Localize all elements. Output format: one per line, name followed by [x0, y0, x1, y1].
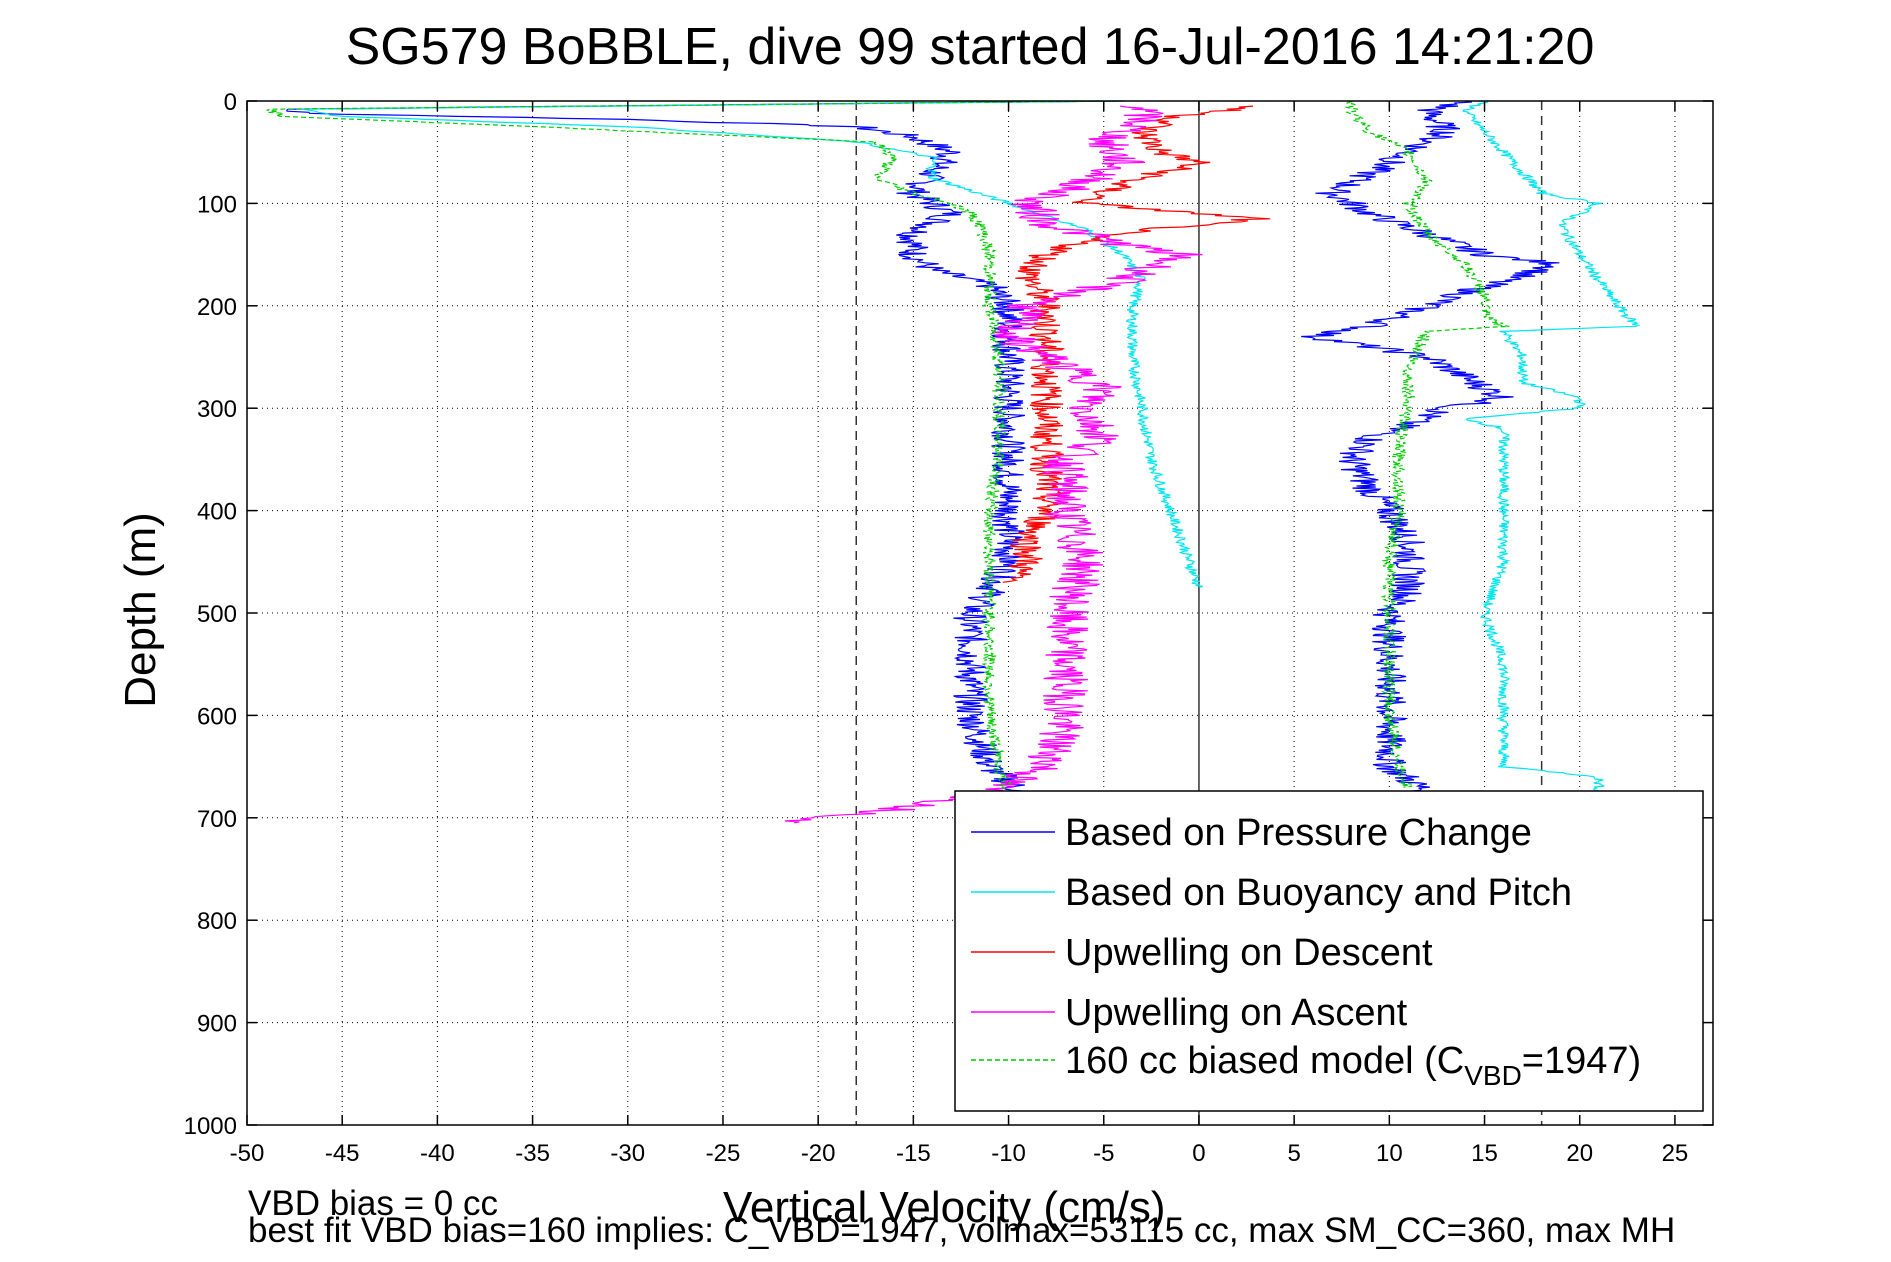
- legend-label: Upwelling on Descent: [1065, 932, 1433, 974]
- axis-xlabel: Vertical Velocity (cm/s): [723, 1183, 1166, 1232]
- x-tick-label: -10: [991, 1140, 1026, 1167]
- footnote-vbd-bias: VBD bias = 0 cc: [248, 1184, 498, 1223]
- series-line-ascent: [1462, 100, 1641, 798]
- y-tick-label: 600: [197, 703, 237, 730]
- series-line-ascent: [784, 105, 1203, 824]
- series-3: [1002, 105, 1271, 583]
- x-tick-label: -45: [325, 1140, 360, 1167]
- x-tick-label: -50: [230, 1140, 265, 1167]
- y-tick-label: 100: [197, 191, 237, 218]
- series-line-ascent: [1301, 100, 1560, 793]
- x-tick-label: -40: [420, 1140, 455, 1167]
- legend-box: [954, 790, 1704, 1112]
- series-line-descent: [266, 100, 1126, 798]
- series-2: [301, 100, 1641, 798]
- chart-title: SG579 BoBBLE, dive 99 started 16-Jul-201…: [346, 18, 1595, 76]
- legend: Based on Pressure Change Based on Buoyanc…: [954, 790, 1704, 1112]
- series-line-ascent: [1344, 100, 1510, 788]
- series-line-descent: [1002, 105, 1271, 583]
- x-tick-label: -15: [896, 1140, 931, 1167]
- axis-ticks: -50 -45 -40 -35 -30 -25 -20 -15 -10 -5 0 5 10 15 20 250…: [184, 89, 1713, 1167]
- series-4: [784, 105, 1203, 824]
- y-axis-label: Depth (m): [116, 512, 165, 708]
- series-group: [266, 100, 1641, 824]
- legend-label: Based on Buoyancy and Pitch: [1065, 872, 1572, 914]
- series-line-descent: [301, 100, 1203, 588]
- y-tick-label: 800: [197, 908, 237, 935]
- x-tick-label: 10: [1376, 1140, 1403, 1167]
- y-tick-label: 200: [197, 294, 237, 321]
- y-tick-label: 700: [197, 806, 237, 833]
- grid: [246, 100, 1713, 1126]
- y-tick-label: 900: [197, 1011, 237, 1038]
- legend-label: 160 cc biased model (CVBD=1947): [1065, 1040, 1641, 1091]
- y-tick-label: 0: [224, 89, 237, 116]
- legend-label: Upwelling on Ascent: [1065, 992, 1408, 1034]
- y-tick-label: 1000: [184, 1113, 237, 1140]
- y-tick-label: 400: [197, 499, 237, 526]
- x-tick-label: -25: [706, 1140, 741, 1167]
- x-tick-label: -20: [801, 1140, 836, 1167]
- x-tick-label: -30: [610, 1140, 645, 1167]
- y-tick-label: 500: [197, 601, 237, 628]
- legend-label: Based on Pressure Change: [1065, 812, 1532, 854]
- x-tick-label: -35: [515, 1140, 550, 1167]
- x-tick-label: 25: [1662, 1140, 1689, 1167]
- series-5: [266, 100, 1510, 798]
- footnote-best-fit: best fit VBD bias=160 implies: C_VBD=194…: [248, 1211, 1676, 1250]
- y-tick-label: 300: [197, 396, 237, 423]
- x-tick-label: 5: [1287, 1140, 1300, 1167]
- x-tick-label: -5: [1093, 1140, 1114, 1167]
- x-tick-label: 15: [1471, 1140, 1498, 1167]
- x-tick-label: 0: [1192, 1140, 1205, 1167]
- series-line-descent: [286, 100, 1123, 798]
- series-1: [286, 100, 1560, 798]
- x-tick-label: 20: [1566, 1140, 1593, 1167]
